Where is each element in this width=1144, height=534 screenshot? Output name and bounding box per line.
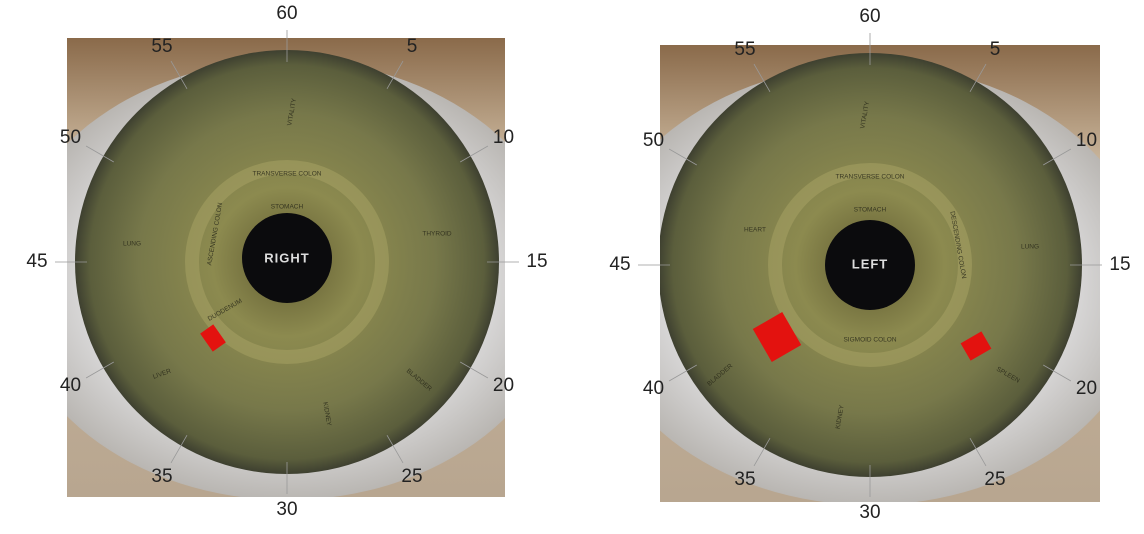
- clock-tick: [386, 60, 404, 89]
- zone-label: VITALITY: [286, 97, 298, 126]
- zone-label: TRANSVERSE COLON: [836, 174, 905, 181]
- clock-label: 55: [151, 36, 172, 57]
- clock-label: 55: [734, 39, 755, 60]
- clock-label: 50: [60, 127, 81, 148]
- clock-label: 40: [643, 378, 664, 399]
- clock-label: 45: [26, 251, 47, 272]
- clock-label: 5: [990, 39, 1001, 60]
- zone-label: THYROID: [422, 231, 452, 238]
- zone-label: LUNG: [123, 241, 141, 248]
- clock-label: 45: [609, 254, 630, 275]
- eye-side-label: RIGHT: [264, 250, 309, 265]
- clock-tick: [668, 364, 697, 382]
- clock-tick: [386, 435, 404, 464]
- zone-label: VITALITY: [859, 100, 871, 129]
- clock-tick: [969, 438, 987, 467]
- zone-label: HEART: [744, 227, 766, 234]
- clock-tick: [85, 361, 114, 379]
- clock-label: 40: [60, 375, 81, 396]
- left-eye-photo: [660, 45, 1100, 502]
- clock-tick: [753, 438, 771, 467]
- zone-label: LUNG: [1021, 244, 1039, 251]
- zone-label: SIGMOID COLON: [843, 337, 896, 344]
- clock-label: 30: [859, 502, 880, 523]
- clock-label: 35: [734, 469, 755, 490]
- clock-tick: [170, 60, 188, 89]
- clock-label: 25: [984, 469, 1005, 490]
- clock-tick: [85, 145, 114, 163]
- clock-label: 20: [493, 375, 514, 396]
- clock-label: 10: [493, 127, 514, 148]
- clock-tick: [1043, 148, 1072, 166]
- zone-label: STOMACH: [854, 207, 887, 214]
- clock-label: 50: [643, 130, 664, 151]
- clock-label: 60: [276, 3, 297, 24]
- clock-tick: [753, 63, 771, 92]
- eye-side-label: LEFT: [852, 256, 889, 271]
- clock-label: 25: [401, 466, 422, 487]
- clock-tick: [460, 145, 489, 163]
- clock-tick: [668, 148, 697, 166]
- zone-label: KIDNEY: [321, 402, 332, 428]
- clock-label: 15: [1109, 254, 1130, 275]
- clock-label: 15: [526, 251, 547, 272]
- clock-label: 20: [1076, 378, 1097, 399]
- right-eye-photo: [67, 38, 505, 497]
- clock-tick: [170, 435, 188, 464]
- clock-label: 30: [276, 499, 297, 520]
- clock-label: 10: [1076, 130, 1097, 151]
- clock-label: 5: [407, 36, 418, 57]
- clock-tick: [460, 361, 489, 379]
- clock-label: 60: [859, 6, 880, 27]
- zone-label: TRANSVERSE COLON: [253, 171, 322, 178]
- clock-label: 35: [151, 466, 172, 487]
- clock-tick: [969, 63, 987, 92]
- clock-tick: [1043, 364, 1072, 382]
- zone-label: STOMACH: [271, 204, 304, 211]
- zone-label: KIDNEY: [835, 404, 846, 430]
